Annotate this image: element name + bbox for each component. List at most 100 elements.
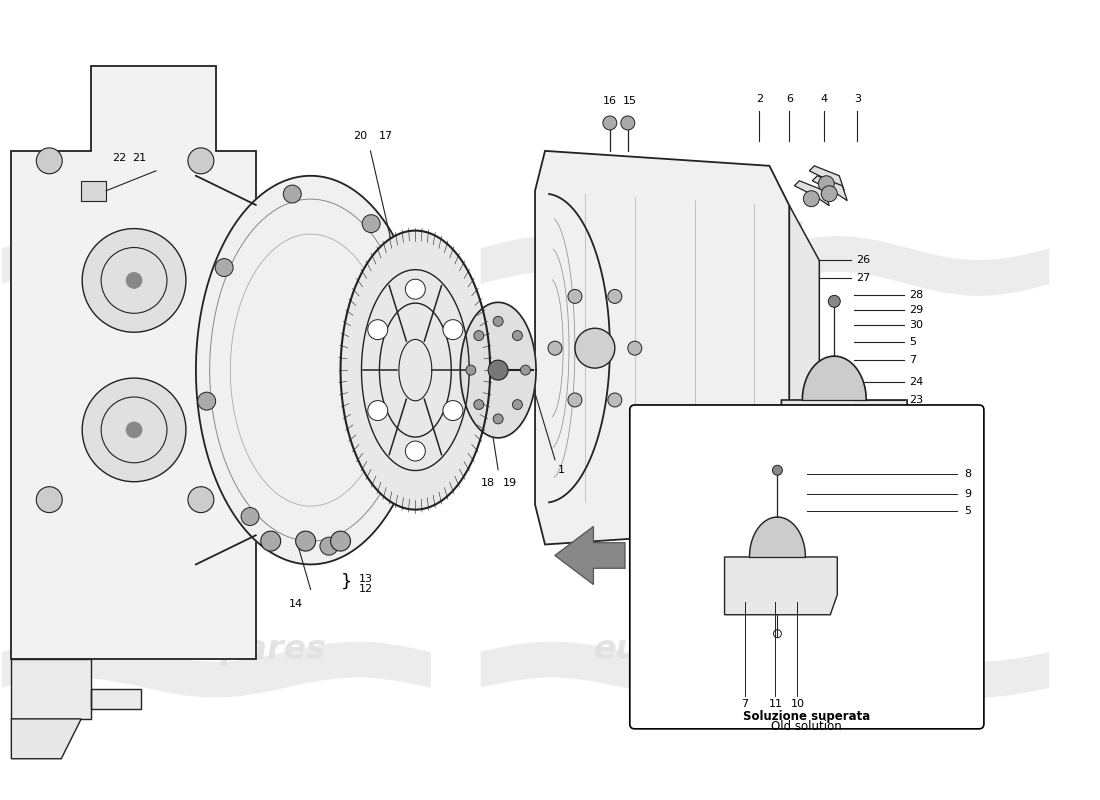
Circle shape: [608, 290, 622, 303]
Circle shape: [367, 320, 387, 340]
Circle shape: [261, 531, 280, 551]
Polygon shape: [781, 400, 908, 458]
Circle shape: [241, 507, 260, 526]
Text: 11: 11: [769, 699, 782, 709]
Circle shape: [188, 486, 213, 513]
Circle shape: [603, 116, 617, 130]
Polygon shape: [725, 557, 837, 614]
Circle shape: [466, 365, 476, 375]
Text: 18: 18: [481, 478, 495, 488]
Circle shape: [82, 229, 186, 332]
Circle shape: [126, 422, 142, 438]
Text: 6: 6: [785, 94, 793, 104]
Polygon shape: [790, 206, 820, 490]
Polygon shape: [460, 302, 536, 438]
Circle shape: [296, 531, 316, 551]
Text: eurospares: eurospares: [594, 633, 805, 666]
Circle shape: [36, 148, 63, 174]
Text: 13: 13: [359, 574, 373, 584]
Circle shape: [828, 295, 840, 307]
Text: }: }: [341, 572, 352, 590]
Text: 1: 1: [558, 465, 565, 474]
Circle shape: [126, 273, 142, 288]
Text: 3: 3: [854, 94, 860, 104]
Circle shape: [198, 392, 216, 410]
Circle shape: [772, 466, 782, 475]
Text: Soluzione superata: Soluzione superata: [744, 710, 870, 723]
Text: 26: 26: [856, 255, 870, 266]
Text: 19: 19: [503, 478, 517, 488]
Circle shape: [608, 393, 622, 407]
Polygon shape: [535, 151, 790, 545]
Polygon shape: [810, 166, 845, 190]
Circle shape: [406, 441, 426, 461]
Circle shape: [493, 414, 503, 424]
Circle shape: [474, 400, 484, 410]
Text: 21: 21: [132, 153, 146, 163]
Polygon shape: [802, 356, 866, 400]
Circle shape: [548, 342, 562, 355]
Circle shape: [36, 486, 63, 513]
Circle shape: [488, 360, 508, 380]
Circle shape: [367, 401, 387, 421]
Circle shape: [513, 400, 522, 410]
Circle shape: [568, 290, 582, 303]
Text: 24: 24: [909, 377, 923, 387]
Text: 25: 25: [672, 480, 686, 490]
Text: 27: 27: [856, 274, 870, 283]
Text: Old solution: Old solution: [771, 720, 843, 733]
FancyBboxPatch shape: [630, 405, 983, 729]
Circle shape: [493, 316, 503, 326]
Circle shape: [513, 330, 522, 341]
Polygon shape: [341, 230, 491, 510]
Polygon shape: [196, 176, 426, 565]
Circle shape: [406, 330, 424, 348]
Text: 15: 15: [623, 96, 637, 106]
Text: 22: 22: [112, 153, 126, 163]
Text: 29: 29: [909, 306, 923, 315]
Circle shape: [822, 186, 837, 202]
Polygon shape: [794, 181, 829, 206]
Text: 17: 17: [378, 131, 393, 141]
Circle shape: [82, 378, 186, 482]
Polygon shape: [11, 719, 81, 758]
Circle shape: [568, 393, 582, 407]
Circle shape: [803, 190, 820, 206]
Text: 7: 7: [741, 699, 748, 709]
Text: 8: 8: [964, 470, 971, 479]
Circle shape: [443, 320, 463, 340]
Text: eurospares: eurospares: [594, 214, 805, 247]
Circle shape: [474, 330, 484, 341]
Polygon shape: [749, 517, 805, 557]
Text: 30: 30: [909, 320, 923, 330]
Polygon shape: [11, 659, 141, 719]
Circle shape: [829, 477, 839, 486]
Text: 7: 7: [909, 355, 916, 365]
Polygon shape: [11, 66, 255, 659]
Text: 5: 5: [964, 506, 971, 516]
Polygon shape: [81, 181, 106, 201]
Circle shape: [406, 279, 426, 299]
Text: 9: 9: [964, 489, 971, 499]
Text: 12: 12: [359, 584, 373, 594]
Polygon shape: [556, 526, 625, 584]
Text: 10: 10: [791, 699, 804, 709]
Circle shape: [443, 401, 463, 421]
Text: 28: 28: [909, 290, 923, 300]
Text: eurospares: eurospares: [116, 214, 327, 247]
Text: 20: 20: [353, 131, 367, 141]
Polygon shape: [812, 176, 847, 201]
Circle shape: [284, 185, 301, 203]
Circle shape: [628, 342, 641, 355]
Circle shape: [818, 176, 834, 192]
Text: 2: 2: [756, 94, 763, 104]
Text: eurospares: eurospares: [116, 633, 327, 666]
Text: 23: 23: [909, 395, 923, 405]
Circle shape: [331, 531, 351, 551]
Circle shape: [575, 328, 615, 368]
Text: 16: 16: [603, 96, 617, 106]
Circle shape: [188, 148, 213, 174]
Text: 14: 14: [288, 599, 302, 610]
Circle shape: [520, 365, 530, 375]
Circle shape: [320, 537, 338, 555]
